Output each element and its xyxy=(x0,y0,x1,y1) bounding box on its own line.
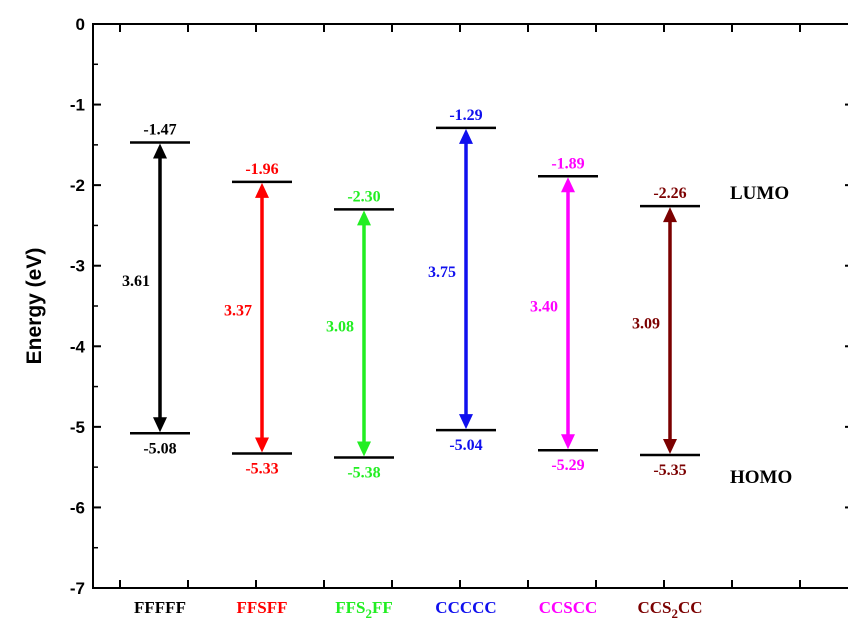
series-fffff: -1.47 -5.08 3.61 FFFFF xyxy=(122,121,190,617)
gap-arrow-head-up xyxy=(255,183,269,198)
y-axis-title: Energy (eV) xyxy=(23,248,46,365)
series-ccccc: -1.29 -5.04 3.75 CCCCC xyxy=(428,107,497,617)
gap-arrow-head-down xyxy=(561,434,575,449)
homo-value-label: -5.29 xyxy=(551,457,584,474)
homo-value-label: -5.33 xyxy=(245,460,278,477)
homo-value-label: -5.38 xyxy=(347,464,380,481)
series-ffsff: -1.96 -5.33 3.37 FFSFF xyxy=(224,161,292,617)
y-tick-label: -3 xyxy=(70,257,85,276)
y-tick-label: -1 xyxy=(70,96,85,115)
lumo-value-label: -1.47 xyxy=(143,121,176,138)
homo-value-label: -5.08 xyxy=(143,440,176,457)
homo-value-label: -5.04 xyxy=(449,437,482,454)
category-label: FFFFF xyxy=(134,598,186,617)
gap-arrow-head-down xyxy=(663,439,677,454)
gap-arrow-head-down xyxy=(153,417,167,432)
homo-label: HOMO xyxy=(730,467,792,488)
y-tick-label: -5 xyxy=(70,418,85,437)
category-label: CCS2CC xyxy=(637,598,702,621)
gap-arrow-head-down xyxy=(255,437,269,452)
gap-arrow-head-up xyxy=(663,207,677,222)
y-tick-label: 0 xyxy=(76,15,85,34)
category-label: CCSCC xyxy=(539,598,598,617)
gap-value-label: 3.40 xyxy=(530,298,558,315)
y-axis: 0 -1 -2 -3 -4 -5 -6 -7 xyxy=(70,15,848,598)
y-tick-label: -4 xyxy=(70,337,86,356)
category-label: CCCCC xyxy=(435,598,496,617)
y-tick-label: -7 xyxy=(70,579,85,598)
series-ccscc: -1.89 -5.29 3.40 CCSCC xyxy=(530,155,598,617)
gap-arrow-head-up xyxy=(459,129,473,144)
y-tick-label: -6 xyxy=(70,498,85,517)
lumo-value-label: -2.30 xyxy=(347,188,380,205)
energy-levels: -1.47 -5.08 3.61 FFFFF -1.96 -5.33 3.37 FFSFF -2… xyxy=(122,107,703,621)
gap-arrow-head-up xyxy=(153,143,167,158)
gap-arrow-head-down xyxy=(459,414,473,429)
gap-arrow-head-down xyxy=(357,441,371,456)
gap-arrow-head-up xyxy=(357,210,371,225)
gap-arrow-head-up xyxy=(561,177,575,192)
lumo-label: LUMO xyxy=(730,183,789,204)
category-label: FFS2FF xyxy=(335,598,393,621)
gap-value-label: 3.08 xyxy=(326,318,354,335)
lumo-value-label: -1.89 xyxy=(551,155,584,172)
gap-value-label: 3.61 xyxy=(122,273,150,290)
y-tick-label: -2 xyxy=(70,176,85,195)
category-label: FFSFF xyxy=(237,598,288,617)
gap-value-label: 3.75 xyxy=(428,264,456,281)
lumo-value-label: -1.96 xyxy=(245,161,278,178)
series-ccs2cc: -2.26 -5.35 3.09 CCS2CC xyxy=(632,185,703,621)
gap-value-label: 3.09 xyxy=(632,316,660,333)
lumo-value-label: -1.29 xyxy=(449,107,482,124)
homo-value-label: -5.35 xyxy=(653,462,686,479)
series-ffs2ff: -2.30 -5.38 3.08 FFS2FF xyxy=(326,188,394,621)
gap-value-label: 3.37 xyxy=(224,303,252,320)
lumo-value-label: -2.26 xyxy=(653,185,686,202)
